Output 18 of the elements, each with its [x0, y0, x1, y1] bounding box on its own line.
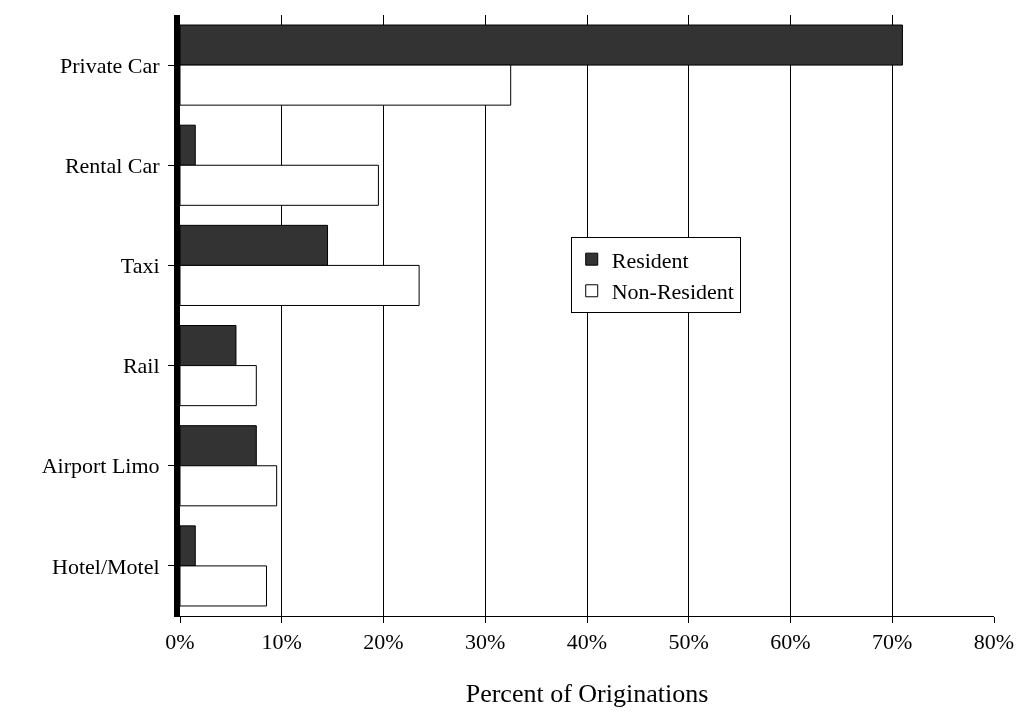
y-tick-label: Hotel/Motel: [52, 553, 160, 579]
x-tick-label: 10%: [261, 629, 302, 655]
x-axis-title: Percent of Originations: [465, 679, 709, 709]
legend-label: Resident: [611, 247, 689, 273]
y-tick-label: Private Car: [60, 52, 161, 78]
x-tick-label: 40%: [566, 629, 608, 655]
x-tick-label: 80%: [973, 629, 1015, 655]
y-tick-label: Rail: [122, 353, 160, 379]
x-tick-label: 70%: [872, 629, 913, 655]
y-tick-label: Airport Limo: [41, 453, 160, 479]
legend-label: Non-Resident: [611, 279, 734, 305]
x-tick-label: 60%: [770, 629, 811, 655]
x-tick-label: 0%: [165, 629, 195, 655]
y-tick-label: Taxi: [120, 253, 160, 279]
y-tick-label: Rental Car: [64, 152, 161, 178]
x-tick-label: 20%: [363, 629, 404, 655]
x-tick-label: 50%: [668, 629, 709, 655]
x-tick-label: 30%: [465, 629, 506, 655]
